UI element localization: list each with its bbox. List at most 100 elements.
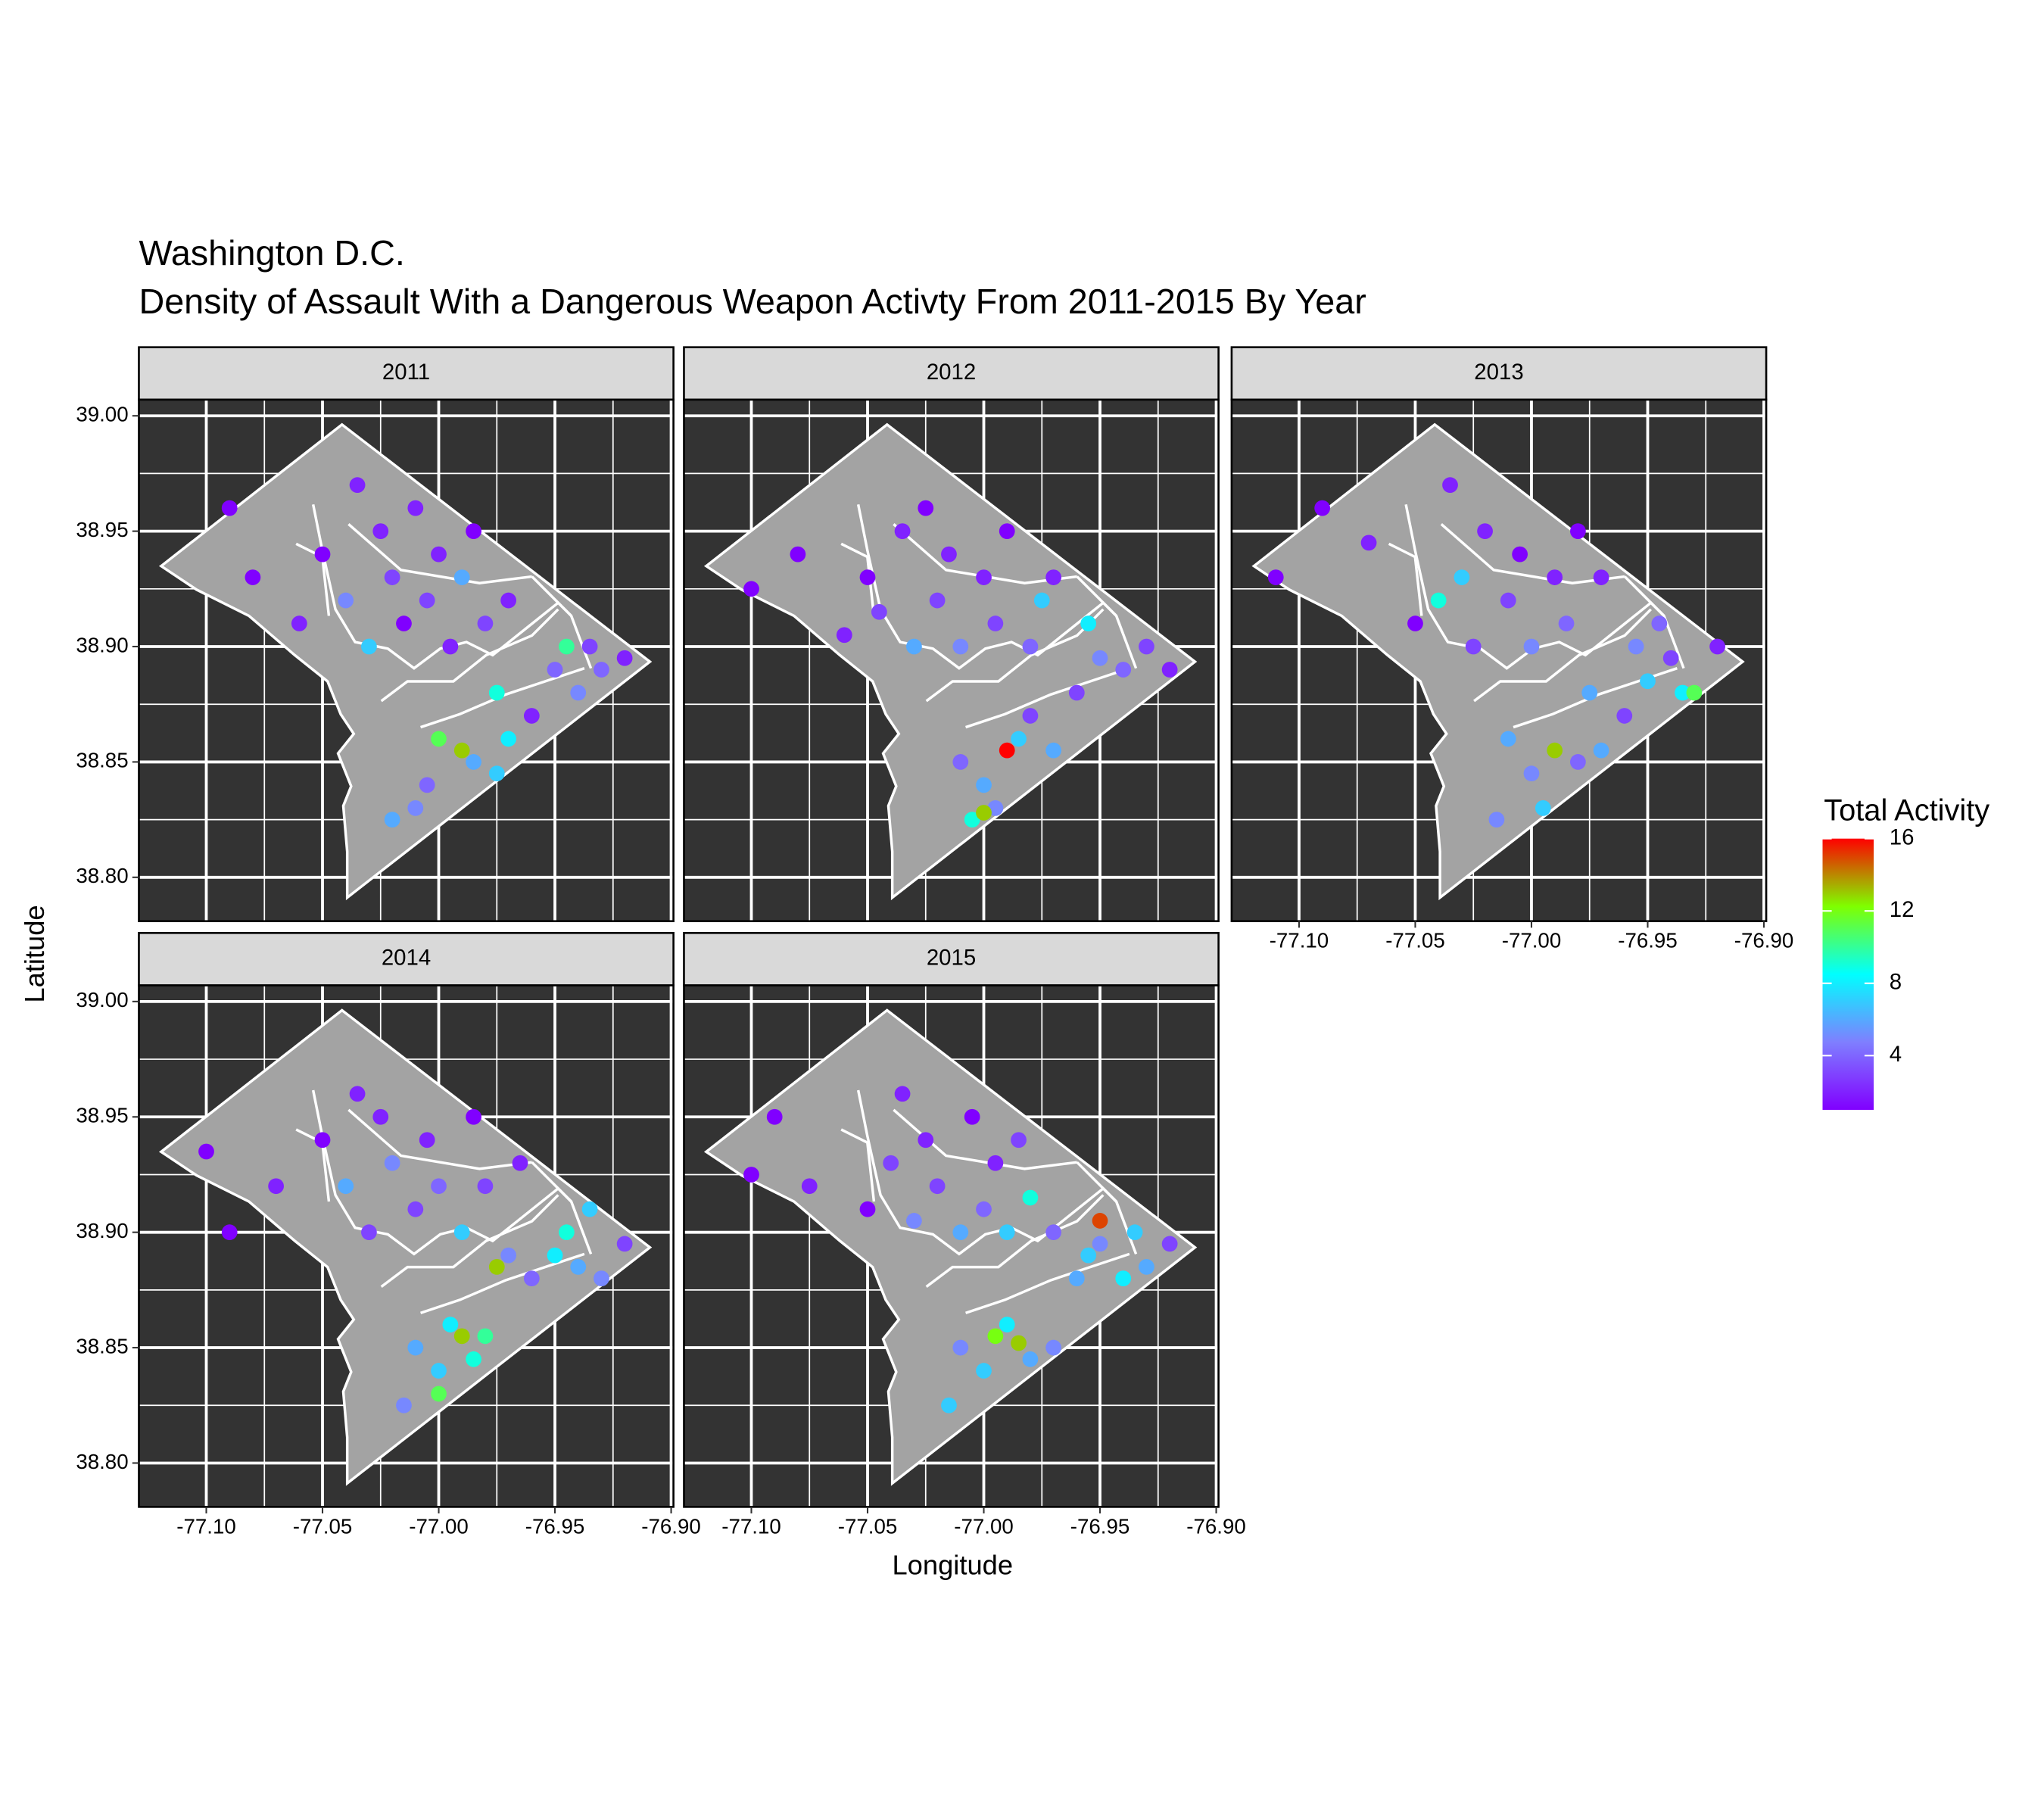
crime-point [466, 754, 481, 770]
crime-point [384, 569, 400, 585]
facet-title: 2011 [382, 360, 430, 385]
ward-boundary [380, 608, 559, 703]
crime-point [871, 603, 887, 620]
ward-boundary [965, 1252, 1130, 1314]
crime-point [361, 1224, 377, 1241]
crime-point [338, 592, 354, 609]
ward-boundary [925, 608, 1105, 703]
crime-point [964, 812, 980, 828]
crime-point [477, 616, 494, 631]
x-tick-label: -77.10 [176, 1514, 236, 1538]
crime-point [384, 1155, 400, 1171]
crime-point [1022, 638, 1039, 655]
crime-point [384, 812, 400, 828]
ward-boundary [965, 667, 1130, 729]
crime-point [976, 1363, 992, 1379]
crime-point [477, 1328, 494, 1345]
crime-point [1640, 673, 1656, 690]
ward-boundary [311, 1089, 572, 1256]
crime-point [1033, 592, 1050, 609]
y-tick-label: 38.85 [76, 749, 128, 772]
crime-point [929, 592, 946, 609]
facet-strip [1230, 346, 1768, 401]
y-tick-label: 39.00 [76, 988, 128, 1011]
crime-point [1068, 1270, 1085, 1287]
y-tick-label: 39.00 [76, 403, 128, 426]
crime-point [594, 1270, 609, 1287]
x-tick-label: -77.05 [838, 1514, 898, 1538]
crime-point [976, 805, 992, 821]
crime-point [1045, 742, 1062, 759]
crime-point [500, 731, 517, 747]
x-tick-label: -77.05 [1385, 929, 1445, 952]
ward-boundary [856, 504, 1117, 670]
crime-point [766, 1108, 783, 1125]
crime-point [918, 500, 934, 516]
crime-point [1139, 638, 1154, 655]
crime-point [906, 1213, 922, 1229]
crime-point [952, 754, 969, 770]
x-axis-title: Longitude [892, 1550, 1013, 1581]
crime-point [314, 546, 331, 563]
y-tick-label: 38.80 [76, 864, 128, 887]
crime-point [1022, 1189, 1039, 1206]
crime-point [1512, 546, 1528, 563]
crime-point [1523, 765, 1540, 782]
crime-point [453, 1328, 470, 1345]
crime-point [1523, 638, 1540, 655]
crime-point [291, 616, 307, 631]
crime-point [999, 523, 1015, 540]
crime-point [453, 742, 470, 759]
crime-point [1651, 616, 1668, 631]
crime-point [431, 546, 447, 563]
y-tick-label: 38.95 [76, 518, 128, 541]
x-tick-label: -76.95 [1070, 1514, 1130, 1538]
crime-point [1045, 1339, 1062, 1356]
crime-point [442, 1317, 459, 1332]
crime-point [941, 1397, 957, 1413]
y-tick-label: 38.95 [76, 1104, 128, 1127]
crime-point [419, 777, 435, 793]
crime-point [361, 638, 377, 655]
crime-point [801, 1178, 818, 1195]
crime-point [1547, 742, 1563, 759]
y-axis-title: Latitude [19, 905, 50, 1002]
crime-point [1570, 754, 1586, 770]
panel-border [1230, 398, 1768, 923]
crime-point [952, 1224, 969, 1241]
crime-point [581, 1201, 598, 1217]
ward-boundary [840, 542, 876, 616]
facet-strip [683, 932, 1220, 986]
ward-boundary [420, 1252, 585, 1314]
ward-boundary [531, 1161, 593, 1254]
crime-point [407, 1201, 424, 1217]
crime-point [559, 638, 575, 655]
crime-point [1011, 1335, 1027, 1351]
colorbar-label: 8 [1890, 970, 1902, 995]
crime-point [547, 662, 563, 678]
panel-border [683, 984, 1220, 1508]
crime-point [581, 638, 598, 655]
x-tick-label: -77.00 [409, 1514, 469, 1538]
crime-point [1593, 569, 1609, 585]
crime-point [198, 1143, 214, 1160]
crime-point [431, 731, 447, 747]
crime-point [372, 1108, 389, 1125]
ward-boundary [347, 1108, 532, 1170]
crime-point [488, 1259, 505, 1275]
ward-boundary [840, 1128, 876, 1202]
facet-title: 2012 [927, 360, 976, 385]
crime-point [883, 1155, 899, 1171]
colorbar-label: 16 [1890, 824, 1915, 849]
ward-boundary [1623, 575, 1685, 669]
chart-title: Washington D.C. [139, 233, 404, 273]
crime-point [1570, 523, 1586, 540]
crime-point [453, 569, 470, 585]
crime-point [1045, 569, 1062, 585]
crime-point [1581, 684, 1598, 701]
crime-point [616, 1236, 633, 1252]
x-tick-label: -76.90 [1734, 929, 1794, 952]
crime-point [616, 650, 633, 666]
crime-point [894, 1086, 911, 1102]
